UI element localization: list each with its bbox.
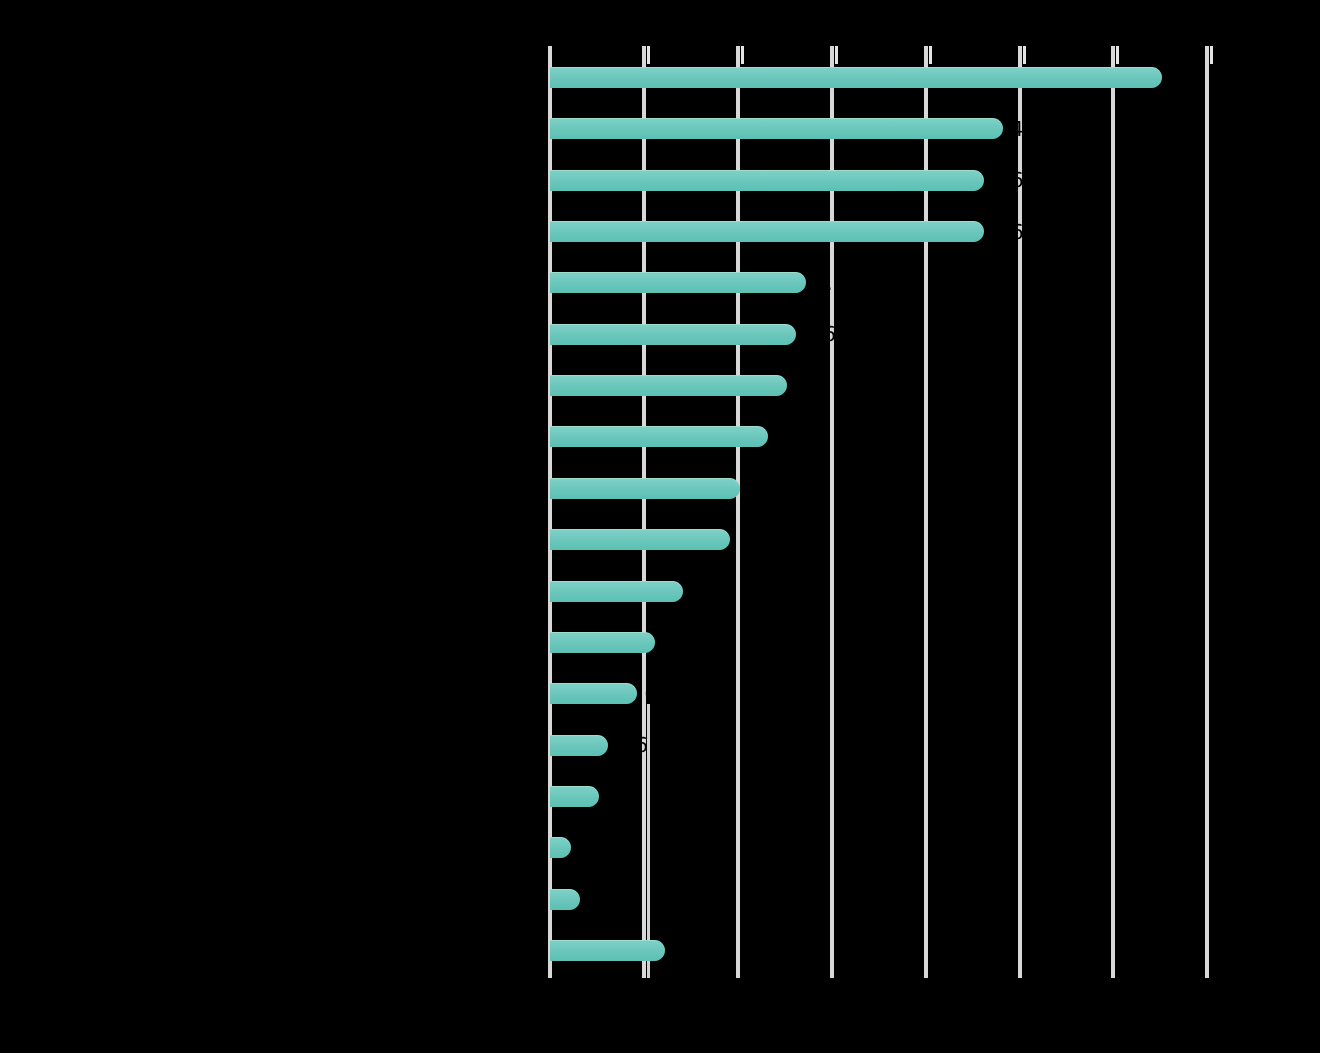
- bar-row-17: 0.3: [550, 887, 620, 911]
- bar-row-4: 4.6: [550, 220, 1024, 244]
- bar-row-13: 0.9: [550, 682, 676, 706]
- gridline-x-2: [735, 46, 740, 978]
- gridline-x-0: [548, 46, 552, 978]
- gridline-x-4: [923, 46, 928, 978]
- gridline-x-1: [641, 46, 646, 978]
- bar-value-label: 1.4: [691, 579, 724, 603]
- gridline-x-6: [1111, 46, 1116, 978]
- bar-row-7: 2.5: [550, 374, 827, 398]
- bar-row-2: 4.8: [550, 117, 1043, 141]
- plot-area: 0 1 2 3 4 5 6 7 6.5 4.8 4.6 4.6 2.7 2.6 2.5 2.3 2.0 1.9 1.…: [544, 46, 1214, 1004]
- bar-value-label: 2.6: [804, 322, 836, 347]
- gridline-top-stub: [646, 46, 650, 64]
- bar-row-18: 1.2: [550, 938, 704, 962]
- gridline-top-stub: [1022, 46, 1026, 64]
- gridline-artifact: [646, 704, 650, 978]
- x-tick-label: 4: [919, 982, 932, 1004]
- bar-row-6: 2.6: [550, 322, 836, 346]
- gridline-top-stub: [1210, 46, 1214, 64]
- bar-value-label: 4.8: [1010, 116, 1043, 141]
- bar-row-8: 2.3: [550, 425, 808, 449]
- bar-value-label: 2.0: [747, 476, 780, 501]
- bar-value-label: 4.6: [991, 168, 1024, 193]
- gridline-top-stub: [928, 46, 932, 64]
- x-tick-label: 0: [543, 982, 557, 1004]
- x-tick-label: 2: [731, 982, 744, 1004]
- bar-value-label: 1.1: [663, 630, 696, 655]
- gridline-x-5: [1017, 46, 1022, 978]
- bar-row-10: 1.9: [550, 528, 770, 552]
- x-tick-label: 7: [1201, 982, 1214, 1004]
- bar-row-15: 0.5: [550, 784, 639, 808]
- gridline-x-7: [1205, 46, 1210, 978]
- bar-value-label: 0.6: [616, 733, 649, 758]
- bar-row-11: 1.4: [550, 579, 723, 603]
- bar-value-label: 1.2: [672, 938, 705, 963]
- bar-row-1: 6.5: [550, 66, 1202, 90]
- bar-value-label: 2.3: [775, 424, 808, 449]
- bar-row-5: 2.7: [550, 271, 845, 295]
- bar-value-label: 4.6: [991, 219, 1024, 244]
- x-tick-label: 6: [1107, 982, 1120, 1004]
- bar-row-16: 0.2: [550, 836, 611, 860]
- bar-row-9: 2.0: [550, 476, 780, 500]
- x-tick-label: 1: [637, 982, 650, 1004]
- bar-row-14: 0.6: [550, 733, 648, 757]
- bar-value-label: 2.7: [813, 270, 846, 295]
- bar-value-label: 0.9: [644, 681, 677, 706]
- bar-row-3: 4.6: [550, 168, 1024, 192]
- bar-value-label: 6.5: [1170, 65, 1203, 90]
- bar-row-12: 1.1: [550, 630, 695, 654]
- x-tick-label: 5: [1013, 982, 1026, 1004]
- bar-value-label: 0.3: [588, 887, 620, 912]
- gridline-top-stub: [740, 46, 744, 64]
- bar-value-label: 0.5: [606, 784, 639, 809]
- gridline-top-stub: [1116, 46, 1120, 64]
- bar-value-label: 1.9: [738, 527, 771, 552]
- gridline-x-3: [829, 46, 834, 978]
- bar-value-label: 0.2: [578, 835, 611, 860]
- bar-value-label: 2.5: [794, 373, 827, 398]
- gridline-top-stub: [834, 46, 838, 64]
- x-tick-label: 3: [825, 982, 838, 1004]
